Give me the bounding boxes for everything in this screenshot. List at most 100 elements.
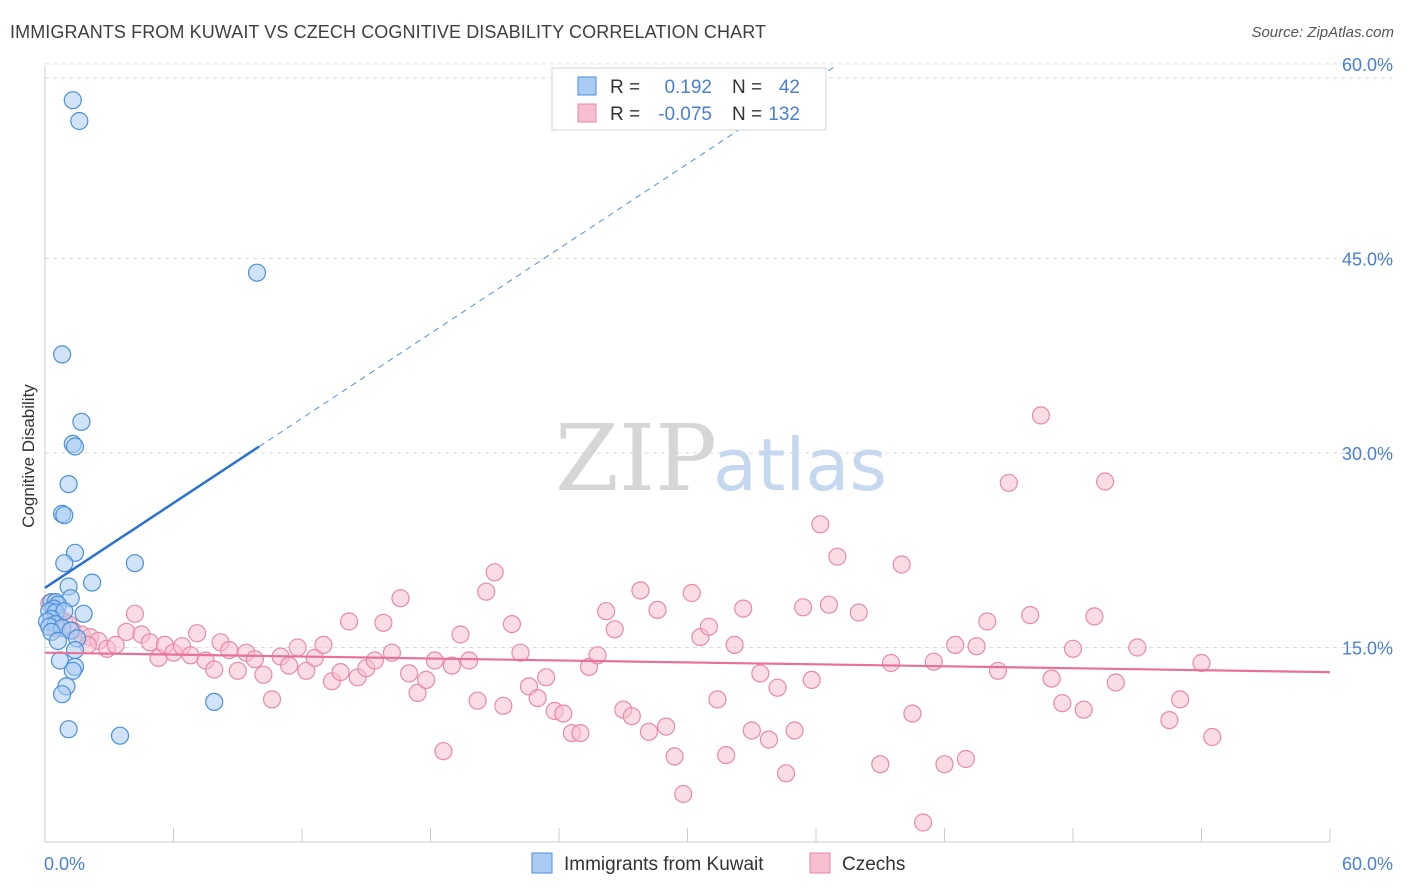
watermark-atlas: atlas bbox=[713, 423, 887, 507]
legend-box bbox=[551, 67, 827, 131]
czechs-point bbox=[188, 624, 207, 643]
czechs-point bbox=[768, 678, 787, 697]
watermark-zip: ZIP bbox=[555, 405, 717, 512]
czechs-point bbox=[485, 563, 504, 582]
czechs-point bbox=[451, 625, 470, 644]
czechs-point bbox=[811, 515, 830, 534]
czechs-point bbox=[314, 635, 333, 655]
czechs-point bbox=[1063, 639, 1083, 658]
legend-r-value: 0.192 bbox=[664, 77, 712, 98]
czechs-point bbox=[288, 638, 307, 657]
czechs-point bbox=[117, 622, 136, 642]
watermark: ZIP atlas bbox=[555, 405, 887, 512]
kuwait-point bbox=[82, 573, 102, 592]
czechs-point bbox=[571, 723, 590, 743]
czechs-point bbox=[639, 722, 659, 741]
x-tick-label: 0.0% bbox=[44, 854, 85, 874]
czechs-point bbox=[442, 656, 461, 675]
correlation-legend: R = 0.192 N = 42 R = -0.075 N = 132 bbox=[551, 67, 827, 131]
legend-label: Immigrants from Kuwait bbox=[564, 854, 764, 875]
czechs-point bbox=[280, 656, 299, 675]
kuwait-trend-line bbox=[44, 445, 260, 589]
czechs-point bbox=[988, 661, 1008, 680]
czechs-point bbox=[1128, 638, 1147, 657]
czechs-point bbox=[502, 614, 521, 634]
czechs-trend-line bbox=[44, 651, 1331, 674]
czechs-point bbox=[828, 547, 847, 566]
czechs-point bbox=[776, 764, 796, 783]
czechs-point bbox=[978, 612, 997, 631]
czechs-point bbox=[656, 717, 676, 736]
czechs-point bbox=[511, 643, 530, 662]
czechs-point bbox=[793, 598, 813, 617]
czechs-point bbox=[125, 604, 144, 623]
legend-swatch-blue bbox=[531, 852, 553, 874]
czechs-point bbox=[460, 651, 479, 670]
kuwait-point bbox=[59, 720, 78, 739]
czechs-point bbox=[725, 635, 744, 655]
czechs-point bbox=[913, 813, 933, 832]
czechs-point bbox=[682, 583, 701, 603]
y-axis-label: Cognitive Disability bbox=[19, 384, 38, 528]
czechs-point bbox=[228, 661, 247, 680]
czechs-point bbox=[802, 670, 821, 690]
czechs-point bbox=[1170, 690, 1190, 709]
kuwait-point bbox=[59, 475, 78, 494]
legend-r-value: -0.075 bbox=[658, 104, 712, 125]
czechs-point bbox=[494, 696, 513, 715]
czechs-point bbox=[374, 613, 393, 632]
czechs-point bbox=[935, 755, 954, 774]
legend-swatch-pink bbox=[577, 103, 597, 123]
legend-n-label: N = bbox=[732, 77, 762, 98]
kuwait-point bbox=[52, 345, 72, 364]
czechs-point bbox=[665, 747, 684, 766]
czechs-point bbox=[400, 664, 419, 683]
czechs-point bbox=[391, 589, 410, 608]
czechs-point bbox=[468, 691, 487, 710]
grid-lines bbox=[45, 63, 1392, 648]
kuwait-point bbox=[63, 661, 82, 680]
czechs-point bbox=[648, 600, 667, 620]
axes bbox=[44, 66, 1331, 843]
czechs-point bbox=[605, 620, 624, 639]
czechs-point bbox=[716, 745, 736, 765]
czechs-point bbox=[674, 784, 693, 804]
trend-lines bbox=[44, 64, 1331, 674]
czechs-point bbox=[417, 670, 436, 690]
series-legend: Immigrants from Kuwait Czechs bbox=[531, 852, 905, 875]
kuwait-point bbox=[70, 111, 89, 131]
czechs-point bbox=[554, 704, 573, 723]
legend-n-value: 42 bbox=[779, 77, 800, 98]
czechs-point bbox=[1192, 653, 1211, 673]
y-tick-label: 45.0% bbox=[1342, 249, 1393, 269]
legend-swatch-blue bbox=[577, 76, 597, 96]
czechs-point bbox=[946, 635, 965, 655]
czechs-point bbox=[631, 581, 650, 600]
czechs-point bbox=[588, 646, 607, 665]
legend-n-label: N = bbox=[732, 104, 762, 125]
czechs-point bbox=[477, 582, 496, 601]
legend-r-label: R = bbox=[610, 77, 640, 98]
legend-item-czechs[interactable]: Czechs bbox=[809, 852, 905, 875]
kuwait-point bbox=[55, 506, 74, 525]
czechs-point bbox=[892, 555, 911, 574]
czechs-point bbox=[742, 721, 761, 740]
czechs-point bbox=[849, 603, 868, 622]
czechs-point bbox=[140, 633, 159, 652]
czechs-point bbox=[408, 683, 427, 703]
legend-row-czechs: R = -0.075 N = 132 bbox=[577, 103, 800, 125]
czechs-point bbox=[365, 651, 384, 670]
czechs-point bbox=[1042, 669, 1061, 688]
czechs-point bbox=[536, 668, 556, 687]
kuwait-point bbox=[247, 263, 267, 282]
legend-item-kuwait[interactable]: Immigrants from Kuwait bbox=[531, 852, 764, 875]
kuwait-point bbox=[55, 554, 74, 573]
czechs-point bbox=[622, 707, 641, 726]
czechs-point bbox=[596, 602, 616, 621]
czechs-point bbox=[1106, 673, 1125, 692]
czechs-point bbox=[331, 662, 350, 682]
czechs-point bbox=[903, 704, 922, 723]
kuwait-point bbox=[125, 554, 144, 573]
czechs-point bbox=[1095, 472, 1115, 491]
